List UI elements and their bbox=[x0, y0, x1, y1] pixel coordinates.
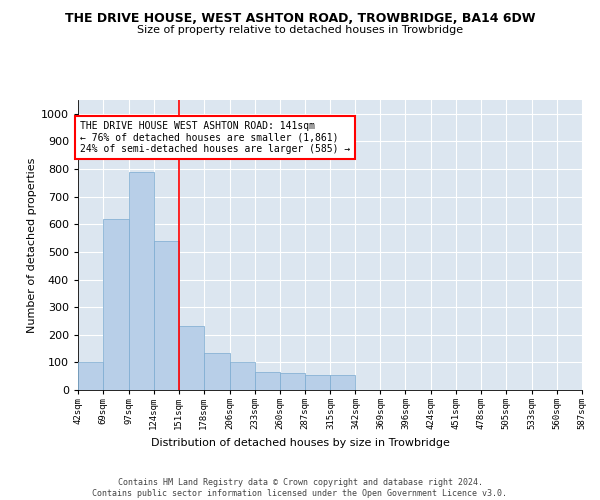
Bar bbox=[78, 362, 103, 390]
Bar bbox=[280, 374, 305, 390]
Text: Distribution of detached houses by size in Trowbridge: Distribution of detached houses by size … bbox=[151, 438, 449, 448]
Bar bbox=[129, 172, 154, 390]
Bar bbox=[254, 372, 280, 390]
Bar bbox=[230, 362, 254, 390]
Text: Contains HM Land Registry data © Crown copyright and database right 2024.
Contai: Contains HM Land Registry data © Crown c… bbox=[92, 478, 508, 498]
Bar bbox=[154, 241, 179, 390]
Bar bbox=[103, 219, 129, 390]
Bar bbox=[331, 375, 355, 390]
Text: THE DRIVE HOUSE, WEST ASHTON ROAD, TROWBRIDGE, BA14 6DW: THE DRIVE HOUSE, WEST ASHTON ROAD, TROWB… bbox=[65, 12, 535, 26]
Text: Size of property relative to detached houses in Trowbridge: Size of property relative to detached ho… bbox=[137, 25, 463, 35]
Bar bbox=[179, 326, 204, 390]
Bar bbox=[305, 375, 331, 390]
Y-axis label: Number of detached properties: Number of detached properties bbox=[27, 158, 37, 332]
Bar bbox=[204, 352, 230, 390]
Text: THE DRIVE HOUSE WEST ASHTON ROAD: 141sqm
← 76% of detached houses are smaller (1: THE DRIVE HOUSE WEST ASHTON ROAD: 141sqm… bbox=[80, 120, 350, 154]
